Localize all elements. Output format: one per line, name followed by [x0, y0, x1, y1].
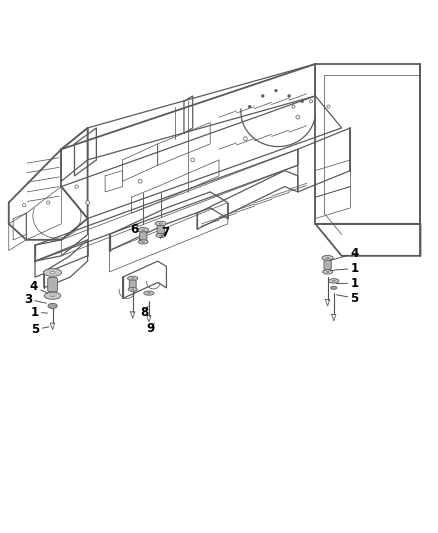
- Ellipse shape: [127, 276, 138, 280]
- Ellipse shape: [138, 179, 142, 183]
- Text: 6: 6: [131, 223, 141, 241]
- Ellipse shape: [326, 271, 329, 272]
- Ellipse shape: [244, 136, 247, 140]
- FancyBboxPatch shape: [140, 232, 147, 241]
- Ellipse shape: [44, 292, 61, 300]
- Ellipse shape: [327, 105, 330, 108]
- Ellipse shape: [75, 185, 78, 188]
- Ellipse shape: [331, 286, 337, 289]
- Ellipse shape: [326, 257, 329, 259]
- Ellipse shape: [261, 95, 264, 97]
- Ellipse shape: [48, 303, 57, 309]
- FancyBboxPatch shape: [129, 280, 136, 289]
- Ellipse shape: [86, 201, 90, 205]
- Ellipse shape: [159, 235, 162, 236]
- Ellipse shape: [142, 229, 145, 231]
- Ellipse shape: [155, 221, 166, 226]
- Ellipse shape: [22, 204, 26, 207]
- Text: 1: 1: [336, 277, 359, 290]
- Text: 7: 7: [160, 225, 170, 239]
- Ellipse shape: [292, 105, 295, 108]
- Ellipse shape: [301, 100, 304, 102]
- Ellipse shape: [131, 289, 134, 290]
- Ellipse shape: [159, 223, 162, 224]
- Ellipse shape: [148, 293, 150, 294]
- Ellipse shape: [50, 271, 55, 273]
- Ellipse shape: [296, 115, 300, 119]
- Ellipse shape: [322, 255, 333, 261]
- Ellipse shape: [142, 241, 145, 243]
- Ellipse shape: [332, 280, 335, 281]
- Ellipse shape: [328, 279, 339, 283]
- Ellipse shape: [138, 228, 149, 232]
- Ellipse shape: [288, 95, 290, 97]
- Ellipse shape: [156, 233, 166, 238]
- Text: 3: 3: [24, 293, 46, 306]
- Ellipse shape: [128, 287, 137, 292]
- Ellipse shape: [322, 270, 333, 274]
- Ellipse shape: [138, 240, 148, 244]
- Text: 9: 9: [147, 321, 155, 335]
- Ellipse shape: [43, 269, 62, 276]
- Text: 4: 4: [30, 280, 48, 294]
- FancyBboxPatch shape: [48, 278, 57, 292]
- Ellipse shape: [309, 100, 312, 103]
- Ellipse shape: [46, 201, 50, 204]
- Ellipse shape: [275, 90, 277, 92]
- Text: 1: 1: [330, 262, 359, 275]
- FancyBboxPatch shape: [157, 225, 164, 235]
- Ellipse shape: [248, 106, 251, 108]
- Text: 1: 1: [31, 305, 48, 319]
- Text: 5: 5: [336, 292, 359, 305]
- Text: 4: 4: [330, 247, 359, 261]
- Ellipse shape: [50, 295, 55, 297]
- Ellipse shape: [144, 291, 154, 295]
- FancyBboxPatch shape: [324, 260, 331, 270]
- Text: 8: 8: [140, 305, 148, 319]
- Ellipse shape: [191, 158, 195, 162]
- Ellipse shape: [131, 278, 134, 279]
- Text: 5: 5: [32, 323, 49, 336]
